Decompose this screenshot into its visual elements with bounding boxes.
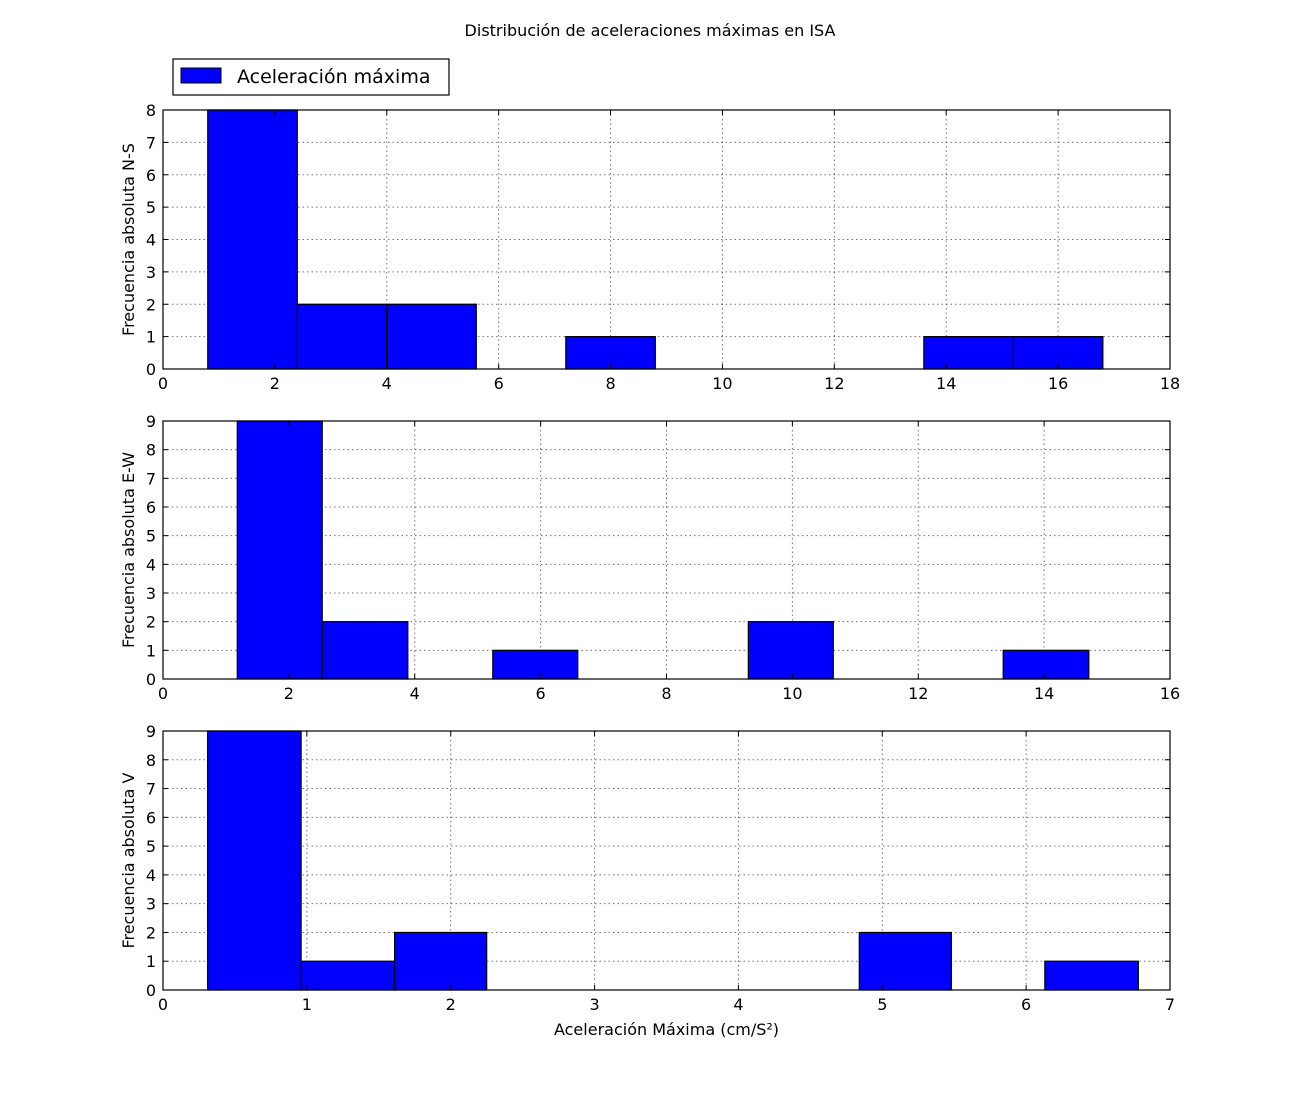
histogram-bar xyxy=(565,336,656,370)
histogram-bar xyxy=(492,649,579,680)
y-tick-label: 3 xyxy=(146,895,156,914)
y-tick-label: 7 xyxy=(146,133,156,152)
y-tick-label: 0 xyxy=(146,360,156,379)
histogram-bar xyxy=(300,960,396,991)
x-tick-label: 4 xyxy=(410,684,420,703)
histogram-bar xyxy=(1044,960,1139,991)
x-tick-label: 0 xyxy=(158,374,168,393)
y-tick-label: 9 xyxy=(146,412,156,431)
x-tick-label: 6 xyxy=(1021,995,1031,1014)
y-tick-label: 7 xyxy=(146,469,156,488)
y-tick-label: 9 xyxy=(146,722,156,741)
y-tick-label: 2 xyxy=(146,295,156,314)
x-tick-label: 16 xyxy=(1160,684,1180,703)
x-axis-label: Aceleración Máxima (cm/S²) xyxy=(554,1020,779,1039)
histogram-bar xyxy=(207,109,298,370)
y-tick-label: 6 xyxy=(146,166,156,185)
y-tick-label: 0 xyxy=(146,981,156,1000)
y-axis-label: Frecuencia absoluta V xyxy=(119,772,138,948)
x-tick-label: 0 xyxy=(158,995,168,1014)
y-tick-label: 1 xyxy=(146,952,156,971)
x-tick-label: 1 xyxy=(302,995,312,1014)
x-tick-label: 4 xyxy=(382,374,392,393)
y-tick-label: 5 xyxy=(146,198,156,217)
y-tick-label: 3 xyxy=(146,584,156,603)
y-tick-label: 5 xyxy=(146,837,156,856)
y-tick-label: 8 xyxy=(146,751,156,770)
histogram-bar xyxy=(1002,649,1090,680)
x-tick-label: 16 xyxy=(1048,374,1068,393)
y-tick-label: 0 xyxy=(146,670,156,689)
y-tick-label: 2 xyxy=(146,923,156,942)
x-tick-label: 10 xyxy=(712,374,732,393)
histogram-bar xyxy=(321,621,409,680)
figure-title: Distribución de aceleraciones máximas en… xyxy=(465,21,836,40)
y-axis-label: Frecuencia absoluta N-S xyxy=(119,143,138,336)
x-tick-label: 8 xyxy=(661,684,671,703)
x-tick-label: 4 xyxy=(733,995,743,1014)
x-tick-label: 2 xyxy=(270,374,280,393)
y-tick-label: 5 xyxy=(146,527,156,546)
x-tick-label: 0 xyxy=(158,684,168,703)
histogram-bar xyxy=(296,303,388,370)
axes-frame xyxy=(162,730,1171,991)
x-tick-label: 14 xyxy=(1034,684,1054,703)
y-tick-label: 8 xyxy=(146,441,156,460)
histogram-bar xyxy=(386,303,477,370)
x-tick-label: 18 xyxy=(1160,374,1180,393)
y-tick-label: 8 xyxy=(146,101,156,120)
histogram-bar xyxy=(394,931,488,991)
y-tick-label: 2 xyxy=(146,613,156,632)
y-tick-label: 7 xyxy=(146,780,156,799)
histogram-bar xyxy=(747,621,834,680)
y-tick-label: 1 xyxy=(146,641,156,660)
x-tick-label: 3 xyxy=(589,995,599,1014)
legend: Aceleración máxima xyxy=(172,58,450,96)
histogram-bar xyxy=(1012,336,1104,370)
x-tick-label: 6 xyxy=(494,374,504,393)
legend-label: Aceleración máxima xyxy=(237,66,430,88)
x-tick-label: 2 xyxy=(446,995,456,1014)
x-tick-label: 6 xyxy=(536,684,546,703)
legend-swatch xyxy=(180,67,222,84)
x-tick-label: 2 xyxy=(284,684,294,703)
y-tick-label: 3 xyxy=(146,263,156,282)
y-tick-label: 6 xyxy=(146,808,156,827)
x-tick-label: 8 xyxy=(605,374,615,393)
y-tick-label: 6 xyxy=(146,498,156,517)
panel-vertical: 0 1 2 3 4 5 6 7 0 1 2 3 4 5 6 7 8 9 Frecuencia absoluta V A… xyxy=(119,722,1175,1039)
x-tick-label: 12 xyxy=(824,374,844,393)
x-tick-label: 5 xyxy=(877,995,887,1014)
y-tick-label: 1 xyxy=(146,328,156,347)
histogram-bar xyxy=(923,336,1014,370)
x-tick-label: 7 xyxy=(1165,995,1175,1014)
x-tick-label: 10 xyxy=(782,684,802,703)
y-axis-label: Frecuencia absoluta E-W xyxy=(119,452,138,648)
y-tick-label: 4 xyxy=(146,231,156,250)
x-tick-label: 12 xyxy=(908,684,928,703)
histogram-bar xyxy=(858,931,952,991)
y-tick-label: 4 xyxy=(146,866,156,885)
x-tick-label: 14 xyxy=(936,374,956,393)
histogram-bar xyxy=(236,420,323,680)
histogram-bar xyxy=(206,730,302,991)
y-tick-label: 4 xyxy=(146,555,156,574)
